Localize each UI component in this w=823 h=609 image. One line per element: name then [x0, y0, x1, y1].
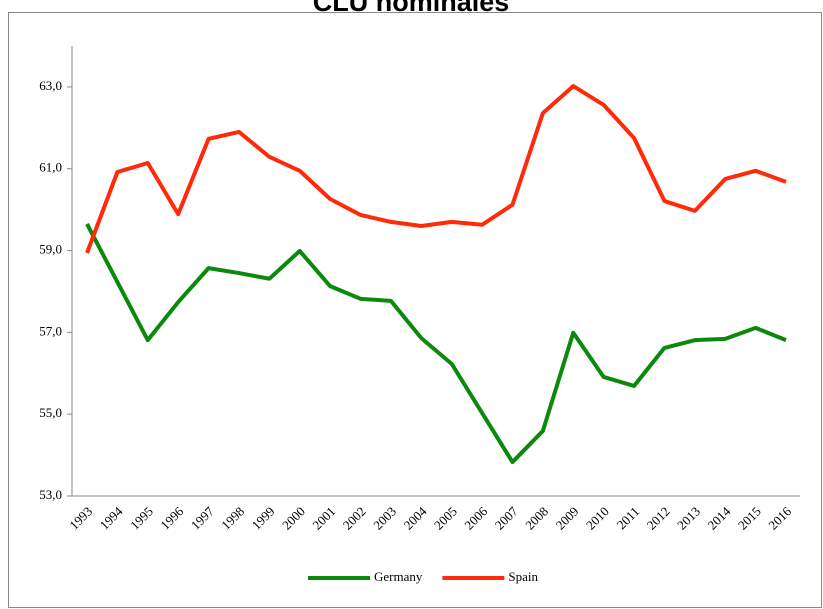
x-tick-label: 2014	[704, 503, 733, 532]
x-tick-label: 2006	[461, 503, 490, 532]
x-tick-label: 1998	[218, 504, 247, 533]
x-tick-label: 2011	[614, 504, 643, 533]
x-tick-label: 1993	[66, 504, 95, 533]
line-series	[85, 84, 787, 254]
x-tick-label: 2001	[309, 504, 338, 533]
y-tick-label: 59,0	[39, 242, 62, 257]
x-tick-label: 2009	[553, 504, 582, 533]
chart-title: CLU nominales	[313, 0, 510, 17]
x-tick-label: 2002	[340, 504, 369, 533]
y-tick-label: 53,0	[39, 487, 62, 502]
x-tick-label: 2010	[583, 504, 612, 533]
x-tick-label: 1997	[188, 503, 217, 532]
x-tick-label: 2005	[431, 504, 460, 533]
x-tick-label: 2003	[370, 504, 399, 533]
y-tick-label: 57,0	[39, 323, 62, 338]
x-tick-label: 2008	[522, 504, 551, 533]
x-tick-label: 2007	[492, 503, 521, 532]
x-tick-label: 2004	[401, 503, 430, 532]
legend-label: Spain	[508, 569, 538, 584]
x-tick-label: 2013	[674, 504, 703, 533]
y-tick-label: 55,0	[39, 405, 62, 420]
line-series	[85, 223, 787, 465]
x-tick-label: 1996	[157, 503, 186, 532]
x-tick-label: 1994	[97, 503, 126, 532]
legend-label: Germany	[374, 569, 423, 584]
x-tick-label: 2000	[279, 504, 308, 533]
x-tick-label: 2012	[644, 504, 673, 533]
x-tick-label: 2016	[765, 503, 794, 532]
y-tick-label: 61,0	[39, 160, 62, 175]
x-tick-label: 1999	[249, 504, 278, 533]
y-tick-label: 63,0	[39, 78, 62, 93]
chart-border	[8, 12, 822, 608]
x-tick-label: 1995	[127, 504, 156, 533]
x-tick-label: 2015	[735, 504, 764, 533]
